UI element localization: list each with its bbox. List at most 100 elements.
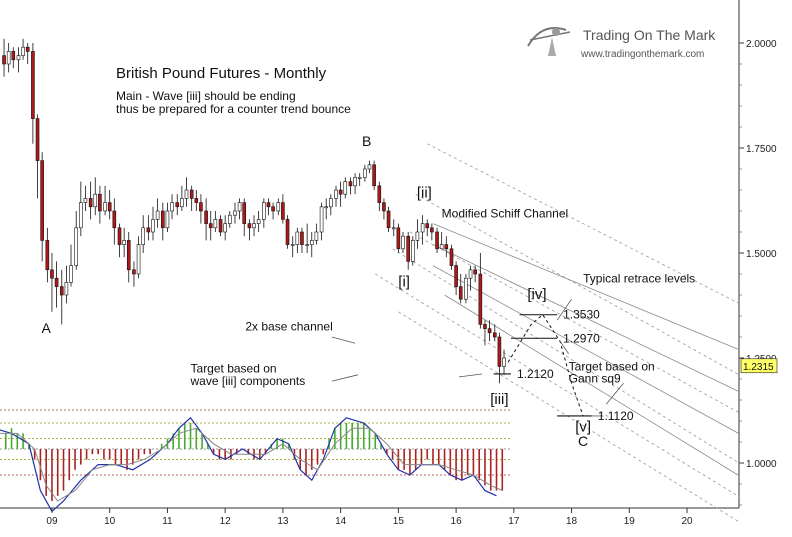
candle-body	[396, 227, 401, 250]
archer-bow-icon	[527, 27, 567, 47]
candle	[180, 185, 184, 211]
candle-body	[262, 202, 266, 220]
channel-solid-line	[444, 294, 740, 476]
candle-body	[382, 202, 386, 212]
y-tick-label: 1.0000	[746, 459, 777, 470]
candles	[2, 38, 506, 384]
candle-body	[247, 223, 252, 229]
candle-body	[107, 202, 112, 212]
chart-subtitle-line-1: Main - Wave [iii] should be ending	[116, 89, 296, 103]
chart-title: British Pound Futures - Monthly	[116, 65, 327, 82]
candle	[256, 211, 261, 232]
candle-body	[180, 198, 184, 208]
candle	[377, 181, 382, 211]
candle-body	[415, 231, 420, 241]
wave-label: [iv]	[527, 286, 546, 303]
annotation-text: 2x base channel	[245, 320, 332, 334]
annotation-text: Target based on	[569, 360, 655, 374]
candle-body	[252, 223, 256, 229]
candle-body	[170, 202, 174, 212]
candle-body	[45, 240, 50, 271]
candle	[11, 47, 16, 69]
candle	[386, 206, 391, 232]
candle-body	[377, 185, 382, 203]
candle-body	[502, 357, 506, 367]
channel-dotted-line	[415, 193, 740, 376]
candle	[242, 198, 247, 237]
candle	[16, 47, 21, 73]
candle	[468, 265, 473, 291]
candle	[132, 261, 136, 287]
oscillator-line	[0, 416, 497, 513]
candle-body	[35, 118, 40, 161]
candle-body	[276, 202, 281, 212]
candle	[141, 215, 145, 253]
channel-lines	[375, 143, 740, 523]
candle-body	[285, 219, 290, 245]
candle	[103, 185, 107, 216]
candle-body	[199, 202, 203, 212]
candle-body	[189, 189, 194, 199]
leader-line	[556, 298, 572, 321]
candle-body	[357, 177, 362, 179]
candle-body	[256, 219, 261, 224]
candle-body	[218, 219, 223, 233]
candle-body	[483, 324, 487, 329]
candle	[266, 198, 271, 216]
channel-dotted-line	[427, 143, 740, 304]
candle	[464, 274, 468, 304]
candle	[136, 236, 141, 279]
x-tick-label: 15	[393, 516, 405, 527]
candle	[478, 253, 483, 329]
candle-body	[155, 210, 160, 220]
labels: 1.3530 1.2970 1.2120 1.1120 A B [ii] [i] [iii] [i…	[42, 133, 696, 449]
candle	[93, 177, 98, 216]
candle-body	[79, 202, 83, 229]
candle	[117, 223, 122, 258]
candle	[483, 320, 487, 346]
oscillator-panel	[0, 409, 511, 513]
channel-solid-line	[432, 223, 740, 350]
candle	[50, 253, 54, 312]
candle-body	[425, 223, 430, 229]
candle-body	[59, 286, 64, 296]
candle-body	[295, 231, 300, 245]
candle-body	[478, 273, 483, 325]
candle-body	[492, 332, 497, 338]
target-label: 1.2120	[517, 367, 554, 381]
leader-line	[559, 340, 570, 355]
arrow-icon	[529, 31, 571, 41]
candle-body	[266, 202, 271, 208]
candle-body	[449, 248, 454, 266]
candle-body	[112, 210, 117, 229]
candle	[233, 202, 237, 224]
candle-body	[74, 227, 79, 266]
candle	[161, 202, 165, 241]
candle	[189, 185, 194, 211]
channel-dotted-line	[409, 231, 740, 413]
candle-body	[334, 189, 338, 199]
candle	[59, 269, 64, 325]
candle-body	[444, 244, 449, 250]
candle	[218, 215, 223, 237]
candle-body	[6, 51, 11, 65]
candle	[473, 265, 477, 283]
candle-body	[319, 206, 324, 233]
candle	[430, 223, 434, 241]
candle-body	[237, 202, 242, 212]
x-tick-label: 20	[681, 516, 693, 527]
candle-body	[430, 227, 434, 233]
target-label: 1.3530	[563, 308, 600, 322]
candle	[454, 261, 458, 295]
candle-body	[271, 206, 275, 212]
candle-body	[126, 240, 131, 271]
annotation-text: Target based on	[191, 362, 277, 376]
candle-body	[64, 282, 69, 296]
candle-body	[16, 55, 21, 61]
candle-body	[40, 160, 44, 241]
candle	[497, 332, 502, 384]
candle-body	[136, 244, 141, 275]
candle-body	[194, 198, 199, 203]
